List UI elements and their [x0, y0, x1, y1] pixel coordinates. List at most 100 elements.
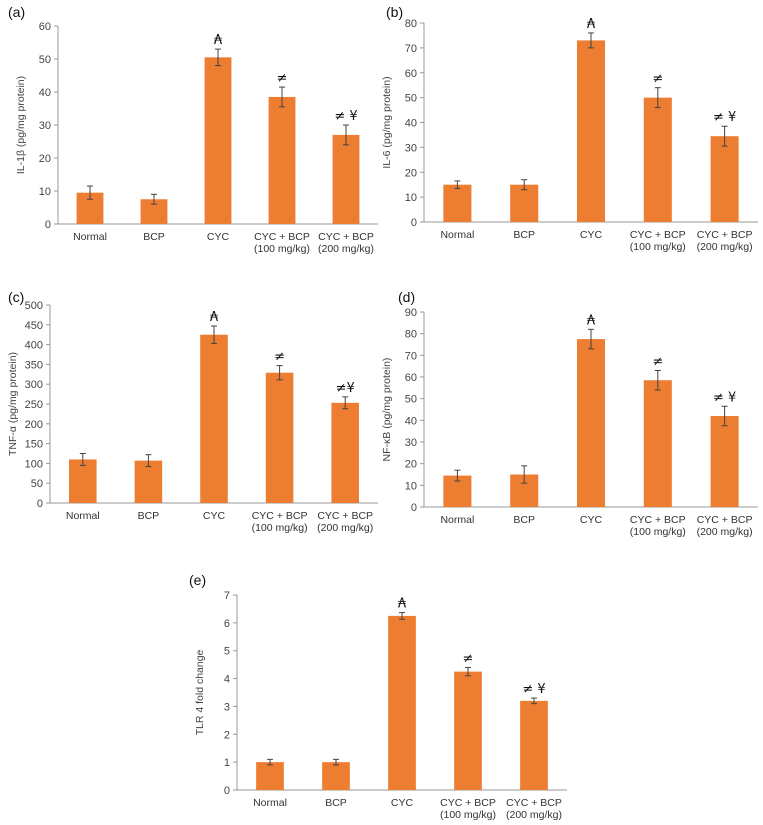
chart-svg: 0 1 2 3 4 5 6 7 TLR 4 fold change Normal BCP ₳ CYC ≠ C…	[194, 590, 567, 821]
y-tick-label: 70	[405, 350, 417, 362]
bar	[388, 615, 416, 790]
y-tick-label: 20	[39, 153, 51, 165]
category-label: Normal	[253, 797, 287, 809]
category-label: (100 mg/kg)	[252, 522, 308, 534]
bar	[204, 57, 232, 224]
panel-label: (a)	[8, 4, 26, 20]
y-tick-label: 300	[25, 379, 43, 391]
bar	[576, 339, 606, 507]
y-tick-label: 90	[405, 307, 417, 319]
bar	[510, 184, 539, 222]
chart-svg: 0 10 20 30 40 50 60 IL-1β (pg/mg protein) Normal…	[15, 21, 378, 255]
bar	[643, 97, 672, 222]
y-tick-label: 4	[224, 674, 230, 686]
panel-label: (d)	[398, 289, 416, 305]
significance-marker: ≠¥	[336, 381, 355, 396]
chart-panel-d: (d) 0 10 20 30 40 50 60 70 80 90 NF-κB (pg/mg prot…	[381, 285, 763, 555]
category-label: (100 mg/kg)	[254, 243, 310, 255]
chart-svg: 0 10 20 30 40 50 60 70 80 90 NF-κB (pg/mg protein)…	[381, 307, 758, 538]
significance-marker: ≠	[652, 355, 663, 370]
category-label: CYC	[580, 514, 603, 526]
y-tick-label: 70	[405, 43, 417, 55]
significance-marker: ₳	[587, 313, 596, 328]
y-tick-label: 30	[39, 120, 51, 132]
y-tick-label: 400	[25, 340, 43, 352]
category-label: CYC + BCP	[318, 231, 374, 243]
y-tick-label: 50	[405, 394, 417, 406]
category-label: (200 mg/kg)	[697, 526, 753, 538]
y-tick-label: 0	[224, 785, 230, 797]
category-label: BCP	[138, 510, 160, 522]
bar	[332, 134, 360, 224]
bar	[454, 671, 482, 790]
y-tick-label: 60	[39, 21, 51, 33]
y-tick-label: 0	[45, 219, 51, 231]
y-tick-label: 60	[405, 68, 417, 80]
y-tick-label: 40	[39, 87, 51, 99]
bar	[134, 460, 163, 503]
y-tick-label: 3	[224, 701, 230, 713]
bar	[200, 334, 228, 503]
significance-marker: ≠	[274, 350, 285, 365]
y-tick-label: 10	[39, 186, 51, 198]
bar	[256, 762, 284, 790]
category-label: Normal	[440, 514, 474, 526]
category-label: CYC + BCP	[440, 797, 496, 809]
category-label: Normal	[440, 229, 474, 241]
panel-label: (b)	[386, 4, 404, 20]
y-tick-label: 0	[411, 217, 417, 229]
bar	[643, 380, 672, 507]
significance-marker: ₳	[210, 310, 219, 325]
y-tick-label: 40	[405, 415, 417, 427]
category-label: Normal	[73, 231, 107, 243]
category-label: CYC	[391, 797, 414, 809]
category-label: CYC + BCP	[630, 229, 686, 241]
chart-panel-c: (c) 0 50 100 150 200 250 300 350 400 450 500 TNF-α …	[0, 285, 380, 555]
category-label: CYC + BCP	[630, 514, 686, 526]
category-label: CYC + BCP	[506, 797, 562, 809]
chart-panel-e: (e) 0 1 2 3 4 5 6 7 TLR 4 fold change Normal BCP ₳ C…	[185, 568, 575, 825]
y-tick-label: 150	[25, 439, 43, 451]
significance-marker: ≠	[652, 72, 663, 87]
chart-svg: 0 10 20 30 40 50 60 70 80 IL-6 (pg/mg protein) Nor…	[381, 17, 758, 253]
category-label: BCP	[143, 231, 165, 243]
panel-label: (c)	[8, 289, 25, 305]
bar	[331, 402, 359, 503]
significance-marker: ₳	[587, 17, 596, 32]
significance-marker: ≠ ¥	[713, 390, 736, 405]
y-tick-label: 40	[405, 118, 417, 130]
y-tick-label: 60	[405, 372, 417, 384]
category-label: BCP	[513, 229, 535, 241]
chart-svg: 0 50 100 150 200 250 300 350 400 450 500 TNF-α (pg/…	[7, 300, 378, 534]
y-tick-label: 250	[25, 399, 43, 411]
y-tick-label: 5	[224, 646, 230, 658]
significance-marker: ≠	[463, 651, 474, 666]
chart-panel-a: (a) 0 10 20 30 40 50 60 IL-1β (pg/mg protein) No…	[0, 0, 380, 270]
chart-panel-b: (b) 0 10 20 30 40 50 60 70 80 IL-6 (pg/mg protein…	[381, 0, 763, 270]
y-tick-label: 350	[25, 359, 43, 371]
y-tick-label: 6	[224, 618, 230, 630]
bar	[576, 40, 606, 222]
y-tick-label: 500	[25, 300, 43, 312]
y-tick-label: 100	[25, 458, 43, 470]
bar	[268, 96, 296, 224]
y-tick-label: 20	[405, 459, 417, 471]
category-label: BCP	[513, 514, 535, 526]
significance-marker: ₳	[398, 597, 407, 612]
category-label: CYC + BCP	[252, 510, 308, 522]
category-label: (100 mg/kg)	[630, 241, 686, 253]
significance-marker: ₳	[214, 33, 223, 48]
y-tick-label: 200	[25, 419, 43, 431]
y-tick-label: 80	[405, 18, 417, 30]
category-label: CYC	[207, 231, 230, 243]
y-axis-label: TLR 4 fold change	[194, 649, 206, 735]
significance-marker: ≠ ¥	[522, 682, 545, 697]
y-tick-label: 7	[224, 590, 230, 602]
bar	[443, 184, 472, 222]
bar	[710, 136, 739, 222]
y-tick-label: 0	[37, 498, 43, 510]
bar	[69, 459, 97, 503]
y-axis-label: IL-1β (pg/mg protein)	[15, 76, 27, 174]
y-tick-label: 2	[224, 729, 230, 741]
category-label: (200 mg/kg)	[697, 241, 753, 253]
